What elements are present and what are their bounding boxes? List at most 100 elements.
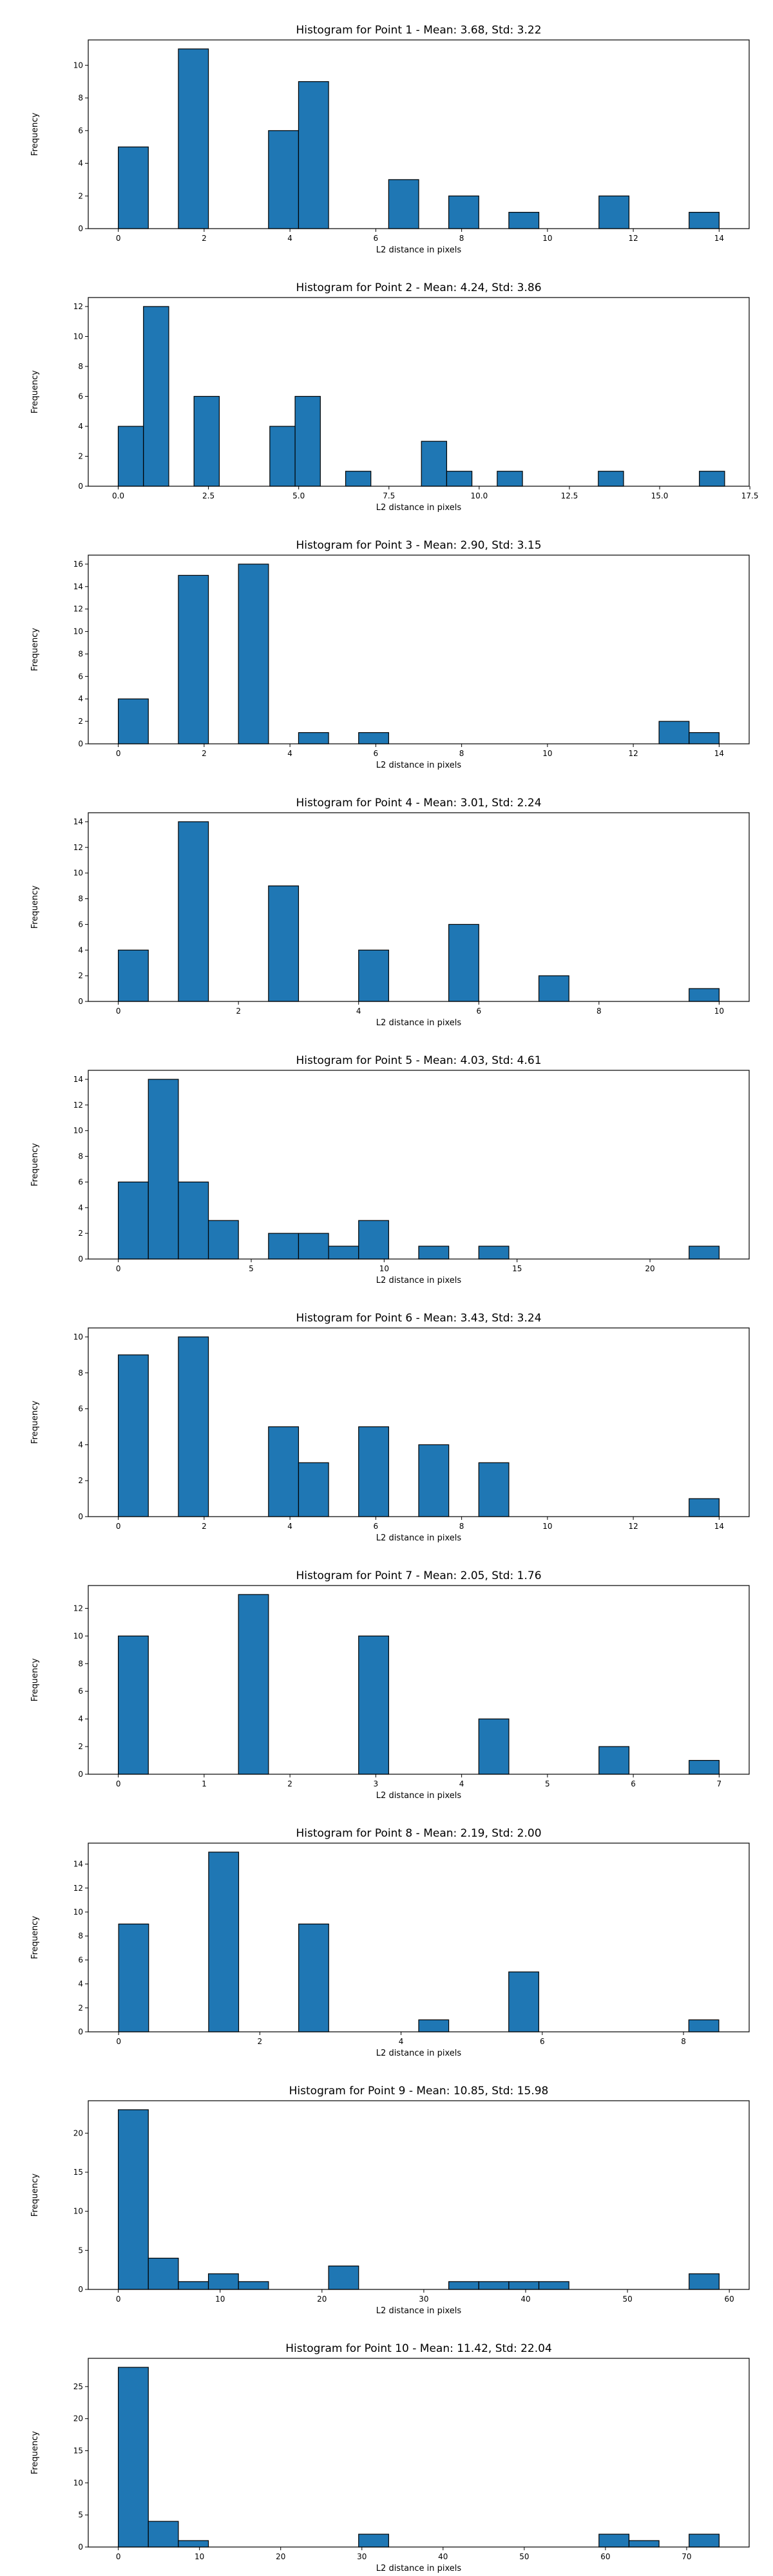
y-tick-label: 8 xyxy=(78,1659,83,1668)
histogram-svg-2: Histogram for Point 2 - Mean: 4.24, Std:… xyxy=(30,281,758,513)
x-axis-label: L2 distance in pixels xyxy=(376,2049,462,2058)
x-tick-label: 30 xyxy=(419,2295,428,2304)
histogram-bar xyxy=(207,2273,239,2290)
histogram-bar xyxy=(388,179,419,229)
histogram-bar xyxy=(118,2109,149,2290)
bars xyxy=(118,1079,720,1260)
x-tick-label: 7.5 xyxy=(383,491,395,500)
y-tick-label: 8 xyxy=(78,1368,83,1378)
y-tick-label: 0 xyxy=(78,2543,83,2552)
histogram-bar xyxy=(689,988,720,1002)
histogram-bar xyxy=(689,1759,720,1775)
bars xyxy=(118,821,720,1002)
x-axis-label: L2 distance in pixels xyxy=(376,1276,462,1285)
histogram-bar xyxy=(508,212,540,229)
histogram-bar xyxy=(117,426,144,487)
histogram-bar xyxy=(268,130,300,229)
x-tick-label: 10 xyxy=(714,1007,724,1016)
histogram-bar xyxy=(207,1220,239,1260)
histogram-bar xyxy=(689,212,720,229)
histogram-bar xyxy=(358,2533,389,2548)
x-tick-label: 3 xyxy=(374,1779,379,1788)
histogram-bar xyxy=(446,471,473,487)
x-tick-label: 20 xyxy=(317,2295,327,2304)
histogram-bar xyxy=(148,1079,179,1260)
histogram-bar xyxy=(268,1233,300,1260)
x-tick-label: 4 xyxy=(287,749,292,758)
bars xyxy=(118,48,720,229)
y-tick-label: 4 xyxy=(78,422,83,431)
y-tick-label: 0 xyxy=(78,224,83,233)
histogram-bar xyxy=(298,1462,329,1517)
x-tick-label: 10 xyxy=(542,749,552,758)
histogram-bar xyxy=(238,2281,269,2290)
x-axis-label: L2 distance in pixels xyxy=(376,2564,462,2573)
histogram-panel-4: Histogram for Point 4 - Mean: 3.01, Std:… xyxy=(0,773,773,1030)
histogram-bar xyxy=(478,1718,510,1775)
x-tick-label: 14 xyxy=(714,749,724,758)
histogram-svg-10: Histogram for Point 10 - Mean: 11.42, St… xyxy=(30,2342,750,2573)
x-tick-label: 5 xyxy=(249,1264,254,1273)
histogram-bar xyxy=(148,2521,179,2548)
x-tick-label: 8 xyxy=(681,2037,686,2046)
x-tick-label: 6 xyxy=(374,749,379,758)
y-tick-label: 2 xyxy=(78,717,83,726)
axes-frame xyxy=(88,1070,750,1260)
histogram-panel-6: Histogram for Point 6 - Mean: 3.43, Std:… xyxy=(0,1288,773,1546)
histogram-svg-1: Histogram for Point 1 - Mean: 3.68, Std:… xyxy=(30,24,750,255)
histogram-panel-8: Histogram for Point 8 - Mean: 2.19, Std:… xyxy=(0,1803,773,2061)
histogram-bar xyxy=(421,440,448,487)
x-tick-label: 10 xyxy=(379,1264,389,1273)
histogram-bar xyxy=(328,2266,359,2290)
x-tick-label: 8 xyxy=(459,749,464,758)
histogram-bar xyxy=(118,1923,149,2032)
histogram-bar xyxy=(143,306,169,487)
chart-title: Histogram for Point 3 - Mean: 2.90, Std:… xyxy=(296,539,541,552)
histogram-bar xyxy=(689,1245,720,1260)
histogram-svg-4: Histogram for Point 4 - Mean: 3.01, Std:… xyxy=(30,797,750,1028)
y-tick-label: 4 xyxy=(78,1980,83,1989)
histogram-svg-3: Histogram for Point 3 - Mean: 2.90, Std:… xyxy=(30,539,750,770)
y-tick-label: 2 xyxy=(78,191,83,200)
histogram-panel-7: Histogram for Point 7 - Mean: 2.05, Std:… xyxy=(0,1546,773,1803)
x-axis-label: L2 distance in pixels xyxy=(376,761,462,770)
x-tick-label: 10 xyxy=(215,2295,225,2304)
y-tick-label: 14 xyxy=(73,1860,83,1869)
axes-frame xyxy=(88,812,750,1002)
histogram-bar xyxy=(118,2367,149,2548)
chart-title: Histogram for Point 8 - Mean: 2.19, Std:… xyxy=(296,1827,541,1840)
y-axis-label: Frequency xyxy=(30,886,40,929)
histogram-bar xyxy=(118,1354,149,1517)
chart-title: Histogram for Point 4 - Mean: 3.01, Std:… xyxy=(296,797,541,810)
histogram-bar xyxy=(178,821,209,1002)
x-tick-label: 4 xyxy=(356,1007,361,1016)
y-tick-label: 0 xyxy=(78,1770,83,1779)
histogram-bar xyxy=(689,2273,720,2290)
chart-title: Histogram for Point 7 - Mean: 2.05, Std:… xyxy=(296,1569,541,1582)
bars xyxy=(118,1336,720,1517)
histogram-panel-10: Histogram for Point 10 - Mean: 11.42, St… xyxy=(0,2318,773,2576)
histogram-bar xyxy=(268,1426,300,1517)
histogram-bar xyxy=(358,1635,389,1775)
histogram-bar xyxy=(699,471,725,487)
y-tick-label: 10 xyxy=(73,332,83,341)
y-tick-label: 0 xyxy=(78,1512,83,1521)
y-tick-label: 20 xyxy=(73,2128,83,2137)
x-tick-label: 0 xyxy=(116,1007,121,1016)
bars xyxy=(118,564,720,744)
y-tick-label: 2 xyxy=(78,451,83,460)
y-tick-label: 4 xyxy=(78,1440,83,1449)
histogram-bar xyxy=(118,146,149,229)
y-tick-label: 0 xyxy=(78,739,83,748)
x-tick-label: 0.0 xyxy=(112,491,124,500)
histogram-bar xyxy=(688,2019,720,2032)
x-tick-label: 10 xyxy=(542,234,552,243)
histogram-panel-5: Histogram for Point 5 - Mean: 4.03, Std:… xyxy=(0,1030,773,1288)
y-axis-label: Frequency xyxy=(30,1143,40,1186)
chart-title: Histogram for Point 9 - Mean: 10.85, Std… xyxy=(289,2085,549,2098)
y-tick-label: 6 xyxy=(78,1177,83,1186)
y-axis-label: Frequency xyxy=(30,2431,40,2474)
bars xyxy=(117,306,725,487)
histogram-bar xyxy=(178,1336,209,1517)
histogram-bar xyxy=(689,2533,720,2548)
